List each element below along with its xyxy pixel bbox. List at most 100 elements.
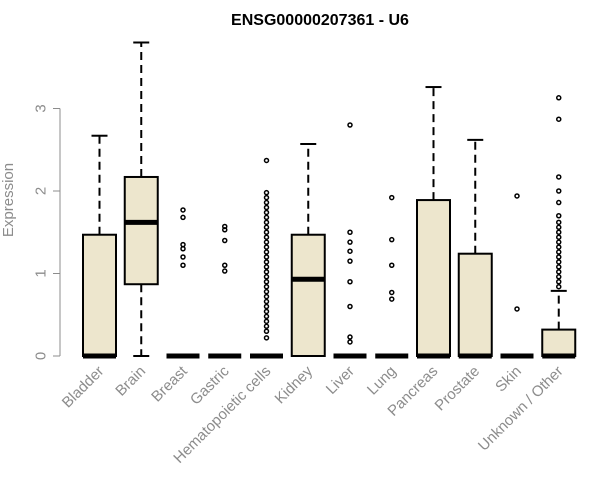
outlier-point bbox=[263, 264, 270, 270]
outlier-point bbox=[556, 283, 562, 290]
outlier-point bbox=[389, 194, 395, 201]
outlier-point bbox=[556, 213, 562, 219]
box-iqr bbox=[123, 175, 159, 286]
box-bladder bbox=[82, 134, 117, 359]
y-tick-label: 0 bbox=[33, 352, 50, 360]
outlier-point bbox=[347, 279, 353, 285]
outlier-point bbox=[263, 189, 270, 196]
outlier-point bbox=[389, 289, 395, 296]
outlier-point bbox=[263, 157, 270, 164]
outlier-point bbox=[263, 323, 270, 330]
box-pancreas bbox=[416, 86, 451, 359]
outlier-point bbox=[263, 288, 270, 295]
outlier-point bbox=[263, 318, 270, 325]
outlier-point bbox=[180, 214, 186, 221]
outlier-point bbox=[347, 229, 353, 235]
outlier-point bbox=[263, 269, 270, 275]
outlier-point bbox=[347, 239, 353, 245]
y-axis: 0 1 2 3 bbox=[33, 104, 61, 360]
outlier-point bbox=[263, 279, 270, 285]
box-iqr bbox=[457, 252, 493, 357]
outlier-point bbox=[263, 293, 270, 300]
outlier-point bbox=[556, 199, 562, 206]
box-skin bbox=[500, 193, 534, 359]
outlier-point bbox=[180, 254, 186, 260]
box-kidney bbox=[290, 142, 326, 358]
outlier-point bbox=[263, 219, 270, 226]
outlier-point bbox=[556, 279, 562, 285]
outlier-point bbox=[180, 207, 186, 213]
outlier-point bbox=[263, 199, 270, 206]
outlier-point bbox=[222, 227, 228, 233]
box-iqr bbox=[416, 199, 451, 357]
outlier-point bbox=[263, 229, 270, 235]
box-hematopoietic-cells bbox=[250, 157, 283, 359]
outlier-point bbox=[347, 248, 353, 254]
outlier-point bbox=[556, 116, 562, 122]
outlier-point bbox=[263, 254, 270, 260]
outlier-point bbox=[180, 262, 186, 268]
outlier-point bbox=[263, 303, 270, 310]
outlier-point bbox=[556, 244, 562, 250]
y-tick-label: 3 bbox=[33, 104, 50, 112]
box-breast bbox=[166, 207, 200, 359]
y-tick-label: 1 bbox=[33, 269, 50, 277]
x-tick-label: Brain bbox=[112, 363, 149, 400]
outlier-point bbox=[263, 313, 270, 320]
outlier-point bbox=[263, 209, 270, 216]
y-axis-label: Expression bbox=[0, 163, 17, 237]
outlier-point bbox=[347, 334, 353, 340]
outlier-point bbox=[263, 298, 270, 305]
outlier-point bbox=[389, 236, 395, 243]
outlier-point bbox=[389, 262, 395, 268]
x-tick-label: Breast bbox=[148, 362, 191, 405]
box-unknown-other bbox=[541, 95, 577, 359]
outlier-point bbox=[222, 237, 228, 244]
outlier-point bbox=[556, 259, 562, 265]
outlier-point bbox=[556, 269, 562, 275]
outlier-point bbox=[180, 246, 186, 252]
box-iqr bbox=[82, 233, 117, 358]
outlier-point bbox=[263, 283, 270, 290]
outlier-point bbox=[347, 122, 353, 128]
outlier-point bbox=[556, 249, 562, 255]
outlier-point bbox=[347, 303, 353, 310]
outlier-point bbox=[347, 339, 353, 345]
outlier-point bbox=[556, 219, 562, 226]
box-gastric bbox=[208, 223, 242, 359]
box-liver bbox=[333, 122, 367, 359]
x-tick-label: Liver bbox=[323, 363, 358, 398]
plot-area bbox=[82, 41, 577, 359]
box-brain bbox=[123, 41, 159, 357]
outlier-point bbox=[556, 95, 562, 101]
outlier-point bbox=[556, 274, 562, 280]
box-prostate bbox=[457, 138, 493, 359]
x-tick-label: Skin bbox=[492, 363, 525, 396]
x-tick-label: Bladder bbox=[59, 363, 108, 412]
outlier-point bbox=[263, 328, 270, 334]
x-tick-label: Prostate bbox=[432, 363, 484, 415]
outlier-point bbox=[556, 239, 562, 245]
outlier-point bbox=[347, 258, 353, 264]
outlier-point bbox=[556, 234, 562, 240]
outlier-point bbox=[263, 274, 270, 280]
x-tick-label: Kidney bbox=[272, 362, 317, 407]
outlier-point bbox=[222, 268, 228, 274]
outlier-point bbox=[263, 259, 270, 265]
outlier-point bbox=[222, 262, 228, 268]
outlier-point bbox=[263, 308, 270, 315]
box-iqr bbox=[541, 328, 577, 358]
x-tick-label: Lung bbox=[364, 363, 400, 399]
y-tick-label: 2 bbox=[33, 187, 50, 195]
outlier-point bbox=[263, 224, 270, 231]
outlier-point bbox=[263, 214, 270, 221]
outlier-point bbox=[556, 254, 562, 260]
outlier-point bbox=[263, 234, 270, 240]
outlier-point bbox=[556, 264, 562, 270]
outlier-point bbox=[263, 194, 270, 201]
outlier-point bbox=[389, 296, 395, 302]
outlier-point bbox=[556, 188, 562, 194]
outlier-point bbox=[556, 224, 562, 231]
